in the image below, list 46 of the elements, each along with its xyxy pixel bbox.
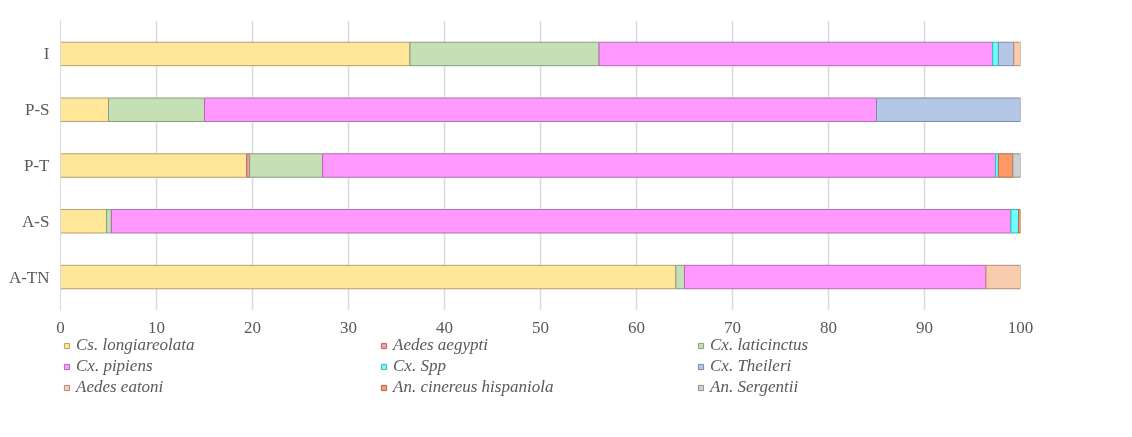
- bar: [598, 41, 994, 67]
- x-tick-label: 90: [916, 317, 933, 337]
- bar: [108, 97, 205, 122]
- bar: [876, 97, 1021, 122]
- x-tick-label: 10: [148, 317, 165, 337]
- bar: [110, 209, 1012, 234]
- bar: [60, 41, 411, 67]
- x-tick-label: 60: [628, 317, 645, 337]
- legend-label: An. Sergentii: [710, 377, 800, 397]
- legend-label: Cx. laticinctus: [710, 335, 810, 355]
- x-tick-label: 40: [436, 317, 453, 337]
- x-tick-label: 80: [820, 317, 837, 337]
- bar: [60, 264, 677, 290]
- x-tick-label: 70: [724, 317, 741, 337]
- x-tick-label: 0: [56, 317, 65, 337]
- bar: [684, 264, 987, 290]
- bar: [997, 41, 1015, 67]
- x-tick-label: 100: [1007, 317, 1034, 337]
- bar: [60, 209, 108, 234]
- y-tick-label: I: [43, 44, 50, 64]
- bar: [1013, 41, 1021, 67]
- y-tick-label: P-T: [24, 156, 51, 175]
- legend-label: Aedes aegypti: [393, 335, 489, 355]
- bar: [997, 153, 1014, 178]
- bar: [1010, 209, 1020, 234]
- legend-label: Cx. pipiens: [76, 356, 154, 376]
- legend-label: Cx. Spp: [393, 356, 447, 376]
- y-tick-label: A-TN: [8, 267, 50, 287]
- legend-label: An. cinereus hispaniola: [393, 377, 555, 397]
- bar: [322, 153, 997, 178]
- y-tick-label: A-S: [22, 211, 50, 231]
- y-tick-label: P-S: [24, 100, 50, 120]
- bar: [249, 153, 324, 178]
- bar: [204, 97, 877, 122]
- bar: [985, 264, 1021, 290]
- legend-label: Aedes eatoni: [76, 377, 165, 397]
- bar: [60, 153, 248, 178]
- legend-label: Cx. Theileri: [710, 356, 793, 376]
- x-tick-label: 20: [244, 317, 261, 337]
- x-tick-label: 50: [532, 317, 549, 337]
- bar: [409, 41, 600, 67]
- bar: [60, 97, 109, 122]
- x-tick-label: 30: [340, 317, 357, 337]
- legend-label: Cs. longiareolata: [76, 335, 196, 355]
- bar: [675, 264, 685, 290]
- bar: [1012, 153, 1021, 178]
